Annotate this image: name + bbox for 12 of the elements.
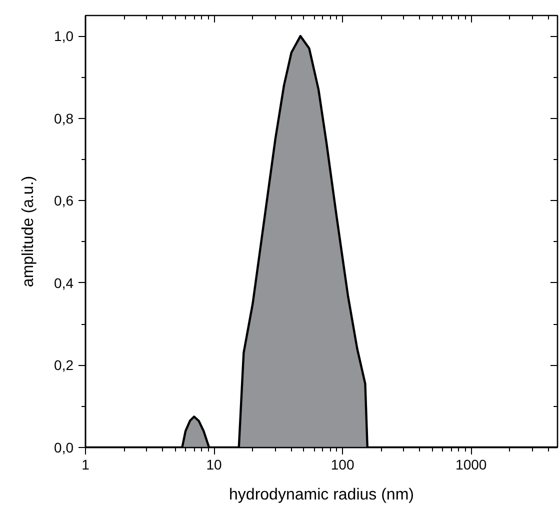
y-tick-label: 0,8 (54, 110, 74, 126)
y-tick-label: 0,2 (54, 357, 74, 374)
x-tick-label: 1000 (456, 456, 487, 472)
y-axis-title: amplitude (a.u.) (20, 176, 38, 288)
y-tick-label: 1,0 (54, 28, 74, 44)
y-tick-label: 0,0 (54, 440, 74, 456)
y-tick-label: 0,4 (54, 274, 74, 291)
y-tick-label: 0,6 (54, 192, 74, 209)
x-tick-label: 100 (330, 456, 354, 472)
x-tick-label: 1 (82, 456, 90, 472)
x-axis-title: hydrodynamic radius (nm) (229, 486, 414, 504)
x-tick-label: 10 (206, 456, 222, 472)
